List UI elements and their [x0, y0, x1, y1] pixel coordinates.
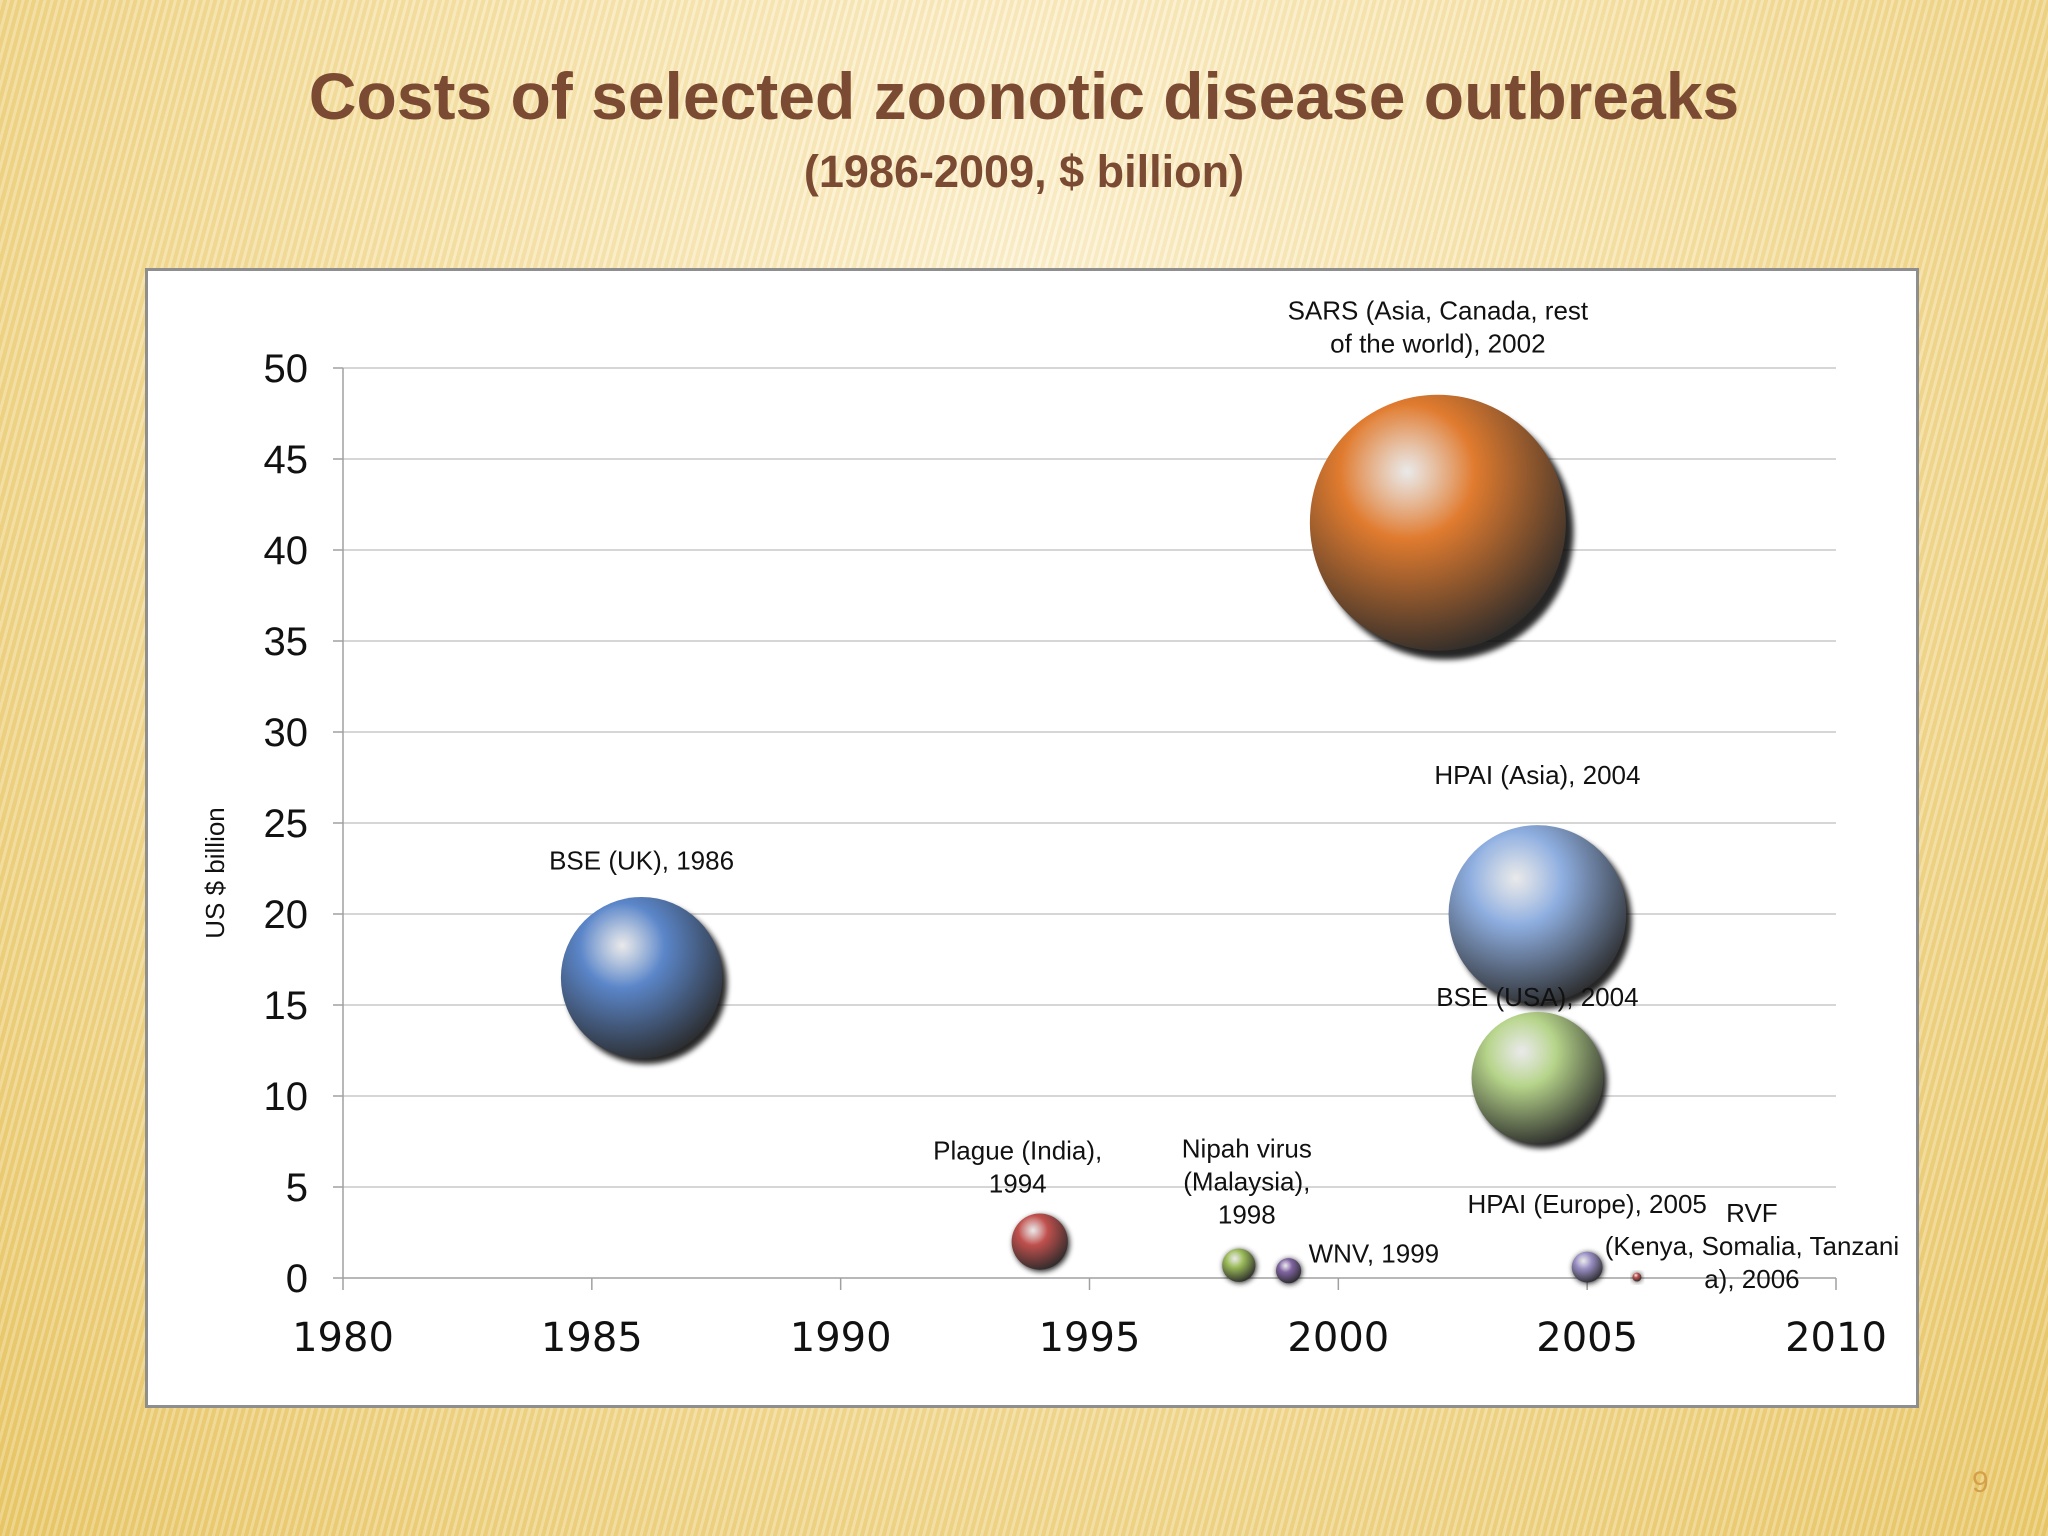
x-tick-label: 2010: [1785, 1315, 1887, 1361]
x-tick-label: 2000: [1287, 1315, 1389, 1361]
x-tick-label: 1990: [790, 1315, 892, 1361]
bubble: [560, 896, 723, 1059]
data-label: SARS (Asia, Canada, rest: [1288, 296, 1589, 326]
y-tick-label: 10: [264, 1075, 309, 1119]
x-tick-label: 1995: [1039, 1315, 1141, 1361]
y-tick-label: 0: [286, 1257, 308, 1301]
data-label: HPAI (Asia), 2004: [1434, 760, 1640, 790]
bubble: [1222, 1248, 1256, 1282]
bubble: [1471, 1011, 1604, 1144]
data-label: WNV, 1999: [1309, 1239, 1440, 1269]
x-tick-label: 1980: [292, 1315, 394, 1361]
slide-subtitle: (1986-2009, $ billion): [803, 146, 1245, 197]
y-tick-label: 45: [264, 438, 309, 482]
y-tick-label: 35: [264, 620, 309, 664]
data-label: (Malaysia),: [1183, 1166, 1310, 1196]
bubble: [1011, 1213, 1068, 1270]
chart-frame: 0 5 10 15 20 25 30 35 40 45 50 1980 1985 1990 1995 2000…: [145, 268, 1919, 1408]
bubble: [1632, 1272, 1642, 1282]
bubble: [1448, 825, 1627, 1003]
bubble-chart: 0 5 10 15 20 25 30 35 40 45 50 1980 1985 1990 1995 2000…: [200, 296, 1899, 1361]
slide-title: Costs of selected zoonotic disease outbr…: [308, 59, 1740, 133]
bubble: [1276, 1258, 1302, 1284]
x-tick-label: 1985: [541, 1315, 643, 1361]
data-label: (Kenya, Somalia, Tanzani: [1605, 1231, 1899, 1261]
y-tick-label: 50: [264, 347, 309, 391]
data-label: Nipah virus: [1182, 1133, 1312, 1163]
slide-number: 9: [1972, 1466, 1989, 1499]
bubble: [1309, 394, 1566, 651]
y-axis-title: US $ billion: [200, 807, 230, 939]
y-tick-label: 25: [264, 802, 309, 846]
y-tick-label: 40: [264, 529, 309, 573]
data-label: BSE (UK), 1986: [549, 846, 734, 876]
data-label: 1994: [989, 1169, 1047, 1199]
y-tick-label: 20: [264, 893, 309, 937]
data-label: HPAI (Europe), 2005: [1467, 1189, 1706, 1219]
y-tick-label: 15: [264, 984, 309, 1028]
x-tick-label: 2005: [1536, 1315, 1638, 1361]
data-label: 1998: [1218, 1199, 1276, 1229]
y-tick-label: 30: [264, 711, 309, 755]
data-label: of the world), 2002: [1330, 329, 1545, 359]
y-tick-label: 5: [286, 1166, 308, 1210]
data-label: BSE (USA), 2004: [1436, 982, 1638, 1012]
data-label: a), 2006: [1704, 1264, 1799, 1294]
data-label: RVF: [1726, 1198, 1778, 1228]
data-label: Plague (India),: [933, 1136, 1102, 1166]
bubble: [1571, 1251, 1603, 1283]
